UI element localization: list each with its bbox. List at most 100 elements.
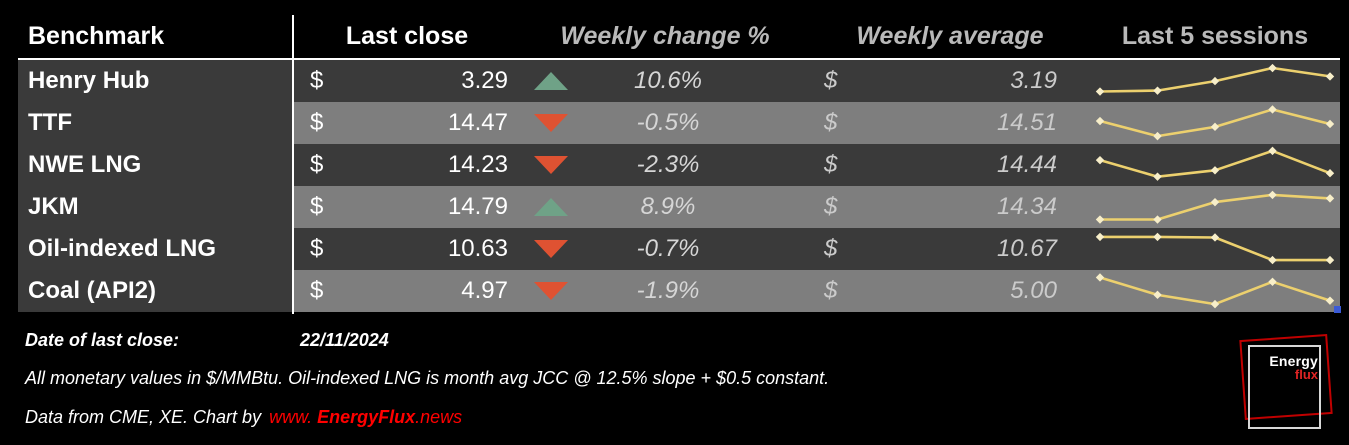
last-close-value: 3.29 <box>461 67 508 94</box>
down-arrow-icon <box>534 282 568 300</box>
sparkline-chart <box>1095 273 1335 309</box>
sparkline-chart <box>1095 146 1335 181</box>
up-arrow-icon <box>534 72 568 90</box>
weekly-average-value: 5.00 <box>1010 277 1057 304</box>
last-close-value: 4.97 <box>461 277 508 304</box>
link-www[interactable]: www. <box>269 407 313 427</box>
column-divider-line <box>292 15 294 314</box>
weekly-change-cell: -0.7% <box>520 228 810 270</box>
table-body: Henry Hub $3.29 10.6% $3.19 TTF $14.47 -0.5% $1… <box>18 60 1340 312</box>
link-tld[interactable]: .news <box>415 407 463 427</box>
weekly-average-value: 3.19 <box>1010 67 1057 94</box>
currency-symbol: $ <box>824 109 838 136</box>
down-arrow-icon <box>534 240 568 258</box>
table-header-row: Benchmark Last close Weekly change % Wee… <box>18 15 1340 60</box>
sparkline-chart <box>1095 63 1335 96</box>
up-arrow-icon <box>534 198 568 216</box>
weekly-average-cell: $10.67 <box>810 228 1090 270</box>
benchmark-label: Henry Hub <box>18 60 292 102</box>
energyflux-logo: Energy flux <box>1254 353 1318 382</box>
sparkline-cell <box>1090 228 1340 270</box>
benchmark-label: Oil-indexed LNG <box>18 228 292 270</box>
sparkline-cell <box>1090 186 1340 228</box>
weekly-average-value: 14.44 <box>996 151 1057 178</box>
selection-corner-mark <box>1334 306 1341 313</box>
header-last-close: Last close <box>345 22 469 50</box>
last-close-cell: $3.29 <box>294 60 520 102</box>
sparkline-cell <box>1090 270 1340 312</box>
currency-symbol: $ <box>310 277 324 304</box>
last-close-value: 14.47 <box>447 109 508 136</box>
weekly-change-value: -1.9% <box>636 277 700 304</box>
currency-symbol: $ <box>824 277 838 304</box>
footnote: All monetary values in $/MMBtu. Oil-inde… <box>25 368 830 388</box>
weekly-average-cell: $14.34 <box>810 186 1090 228</box>
last-close-cell: $10.63 <box>294 228 520 270</box>
last-close-cell: $4.97 <box>294 270 520 312</box>
table-row: TTF $14.47 -0.5% $14.51 <box>18 102 1340 144</box>
last-close-value: 14.79 <box>447 193 508 220</box>
down-arrow-icon <box>534 156 568 174</box>
header-weekly-change: Weekly change % <box>560 22 770 50</box>
currency-symbol: $ <box>824 151 838 178</box>
weekly-change-cell: -2.3% <box>520 144 810 186</box>
currency-symbol: $ <box>824 193 838 220</box>
link-name[interactable]: EnergyFlux <box>317 407 416 427</box>
logo-text-energy: Energy <box>1269 353 1318 369</box>
table-row: NWE LNG $14.23 -2.3% $14.44 <box>18 144 1340 186</box>
sparkline-cell <box>1090 144 1340 186</box>
currency-symbol: $ <box>310 235 324 262</box>
sparkline-cell <box>1090 102 1340 144</box>
benchmark-label: NWE LNG <box>18 144 292 186</box>
currency-symbol: $ <box>824 235 838 262</box>
benchmark-label: JKM <box>18 186 292 228</box>
weekly-average-cell: $3.19 <box>810 60 1090 102</box>
weekly-average-value: 14.34 <box>996 193 1057 220</box>
date-of-last-close-value: 22/11/2024 <box>300 330 389 350</box>
weekly-change-cell: 8.9% <box>520 186 810 228</box>
last-close-value: 10.63 <box>447 235 508 262</box>
weekly-change-value: 8.9% <box>640 193 696 220</box>
credit-prefix: Data from CME, XE. Chart by <box>25 407 262 427</box>
currency-symbol: $ <box>310 151 324 178</box>
table-row: JKM $14.79 8.9% $14.34 <box>18 186 1340 228</box>
table-row: Coal (API2) $4.97 -1.9% $5.00 <box>18 270 1340 312</box>
weekly-change-value: -0.7% <box>636 235 700 262</box>
table-row: Henry Hub $3.29 10.6% $3.19 <box>18 60 1340 102</box>
down-arrow-icon <box>534 114 568 132</box>
benchmark-table: Benchmark Last close Weekly change % Wee… <box>18 15 1340 314</box>
logo-gray-square <box>1248 345 1321 429</box>
last-close-value: 14.23 <box>447 151 508 178</box>
benchmark-label: Coal (API2) <box>18 270 292 312</box>
logo-text-flux: flux <box>1294 367 1318 382</box>
sparkline-chart <box>1095 232 1335 265</box>
currency-symbol: $ <box>310 193 324 220</box>
last-close-cell: $14.47 <box>294 102 520 144</box>
header-benchmark: Benchmark <box>28 22 165 50</box>
header-weekly-average: Weekly average <box>856 22 1044 50</box>
currency-symbol: $ <box>824 67 838 94</box>
weekly-average-value: 10.67 <box>996 235 1057 262</box>
last-close-cell: $14.79 <box>294 186 520 228</box>
weekly-average-cell: $14.51 <box>810 102 1090 144</box>
weekly-change-cell: -0.5% <box>520 102 810 144</box>
credit-line: Data from CME, XE. Chart by www. EnergyFl… <box>25 407 462 428</box>
weekly-average-cell: $14.44 <box>810 144 1090 186</box>
weekly-change-value: -2.3% <box>636 151 700 178</box>
weekly-change-value: -0.5% <box>636 109 700 136</box>
sparkline-cell <box>1090 60 1340 102</box>
benchmark-label: TTF <box>18 102 292 144</box>
weekly-change-value: 10.6% <box>633 67 703 94</box>
sparkline-chart <box>1095 190 1335 224</box>
weekly-change-cell: -1.9% <box>520 270 810 312</box>
currency-symbol: $ <box>310 67 324 94</box>
sparkline-chart <box>1095 105 1335 141</box>
header-last-5-sessions: Last 5 sessions <box>1121 22 1309 50</box>
table-row: Oil-indexed LNG $10.63 -0.7% $10.67 <box>18 228 1340 270</box>
weekly-average-value: 14.51 <box>996 109 1057 136</box>
last-close-cell: $14.23 <box>294 144 520 186</box>
weekly-average-cell: $5.00 <box>810 270 1090 312</box>
date-of-last-close-label: Date of last close: <box>25 330 180 350</box>
energyflux-link[interactable]: www. EnergyFlux.news <box>269 407 462 427</box>
weekly-change-cell: 10.6% <box>520 60 810 102</box>
